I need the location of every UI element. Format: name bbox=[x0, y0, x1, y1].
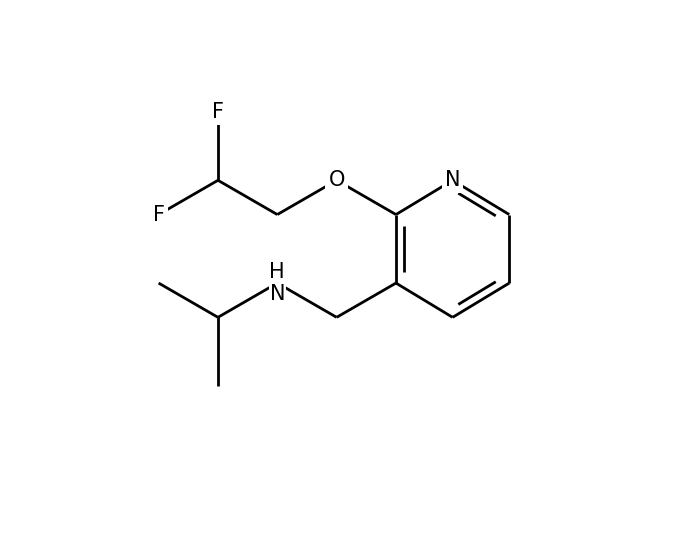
Text: H: H bbox=[270, 262, 285, 282]
Text: N: N bbox=[270, 284, 285, 304]
Text: O: O bbox=[328, 170, 345, 190]
Text: F: F bbox=[153, 204, 165, 225]
Text: N: N bbox=[445, 170, 460, 190]
Text: F: F bbox=[212, 102, 224, 122]
